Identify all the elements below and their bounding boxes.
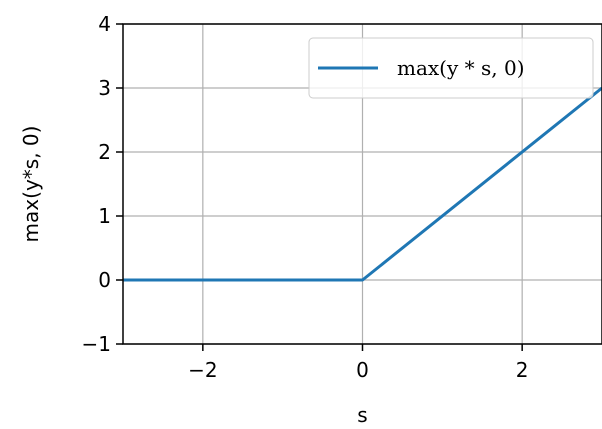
- y-tick-label: 2: [98, 140, 111, 164]
- y-tick-label: 0: [98, 268, 111, 292]
- y-tick-label: 1: [98, 204, 111, 228]
- x-axis-label: s: [357, 403, 367, 427]
- series-line: [123, 86, 602, 282]
- tick-layer: −2 0 2 −1 0 1 2 3 4: [82, 12, 529, 382]
- y-tick-label: 3: [98, 76, 111, 100]
- x-tick-label: −2: [188, 358, 217, 382]
- x-tick-label: 0: [356, 358, 369, 382]
- legend: max(y * s, 0): [308, 37, 594, 99]
- legend-box: [308, 37, 594, 99]
- y-tick-label: −1: [82, 332, 111, 356]
- x-tick-label: 2: [516, 358, 529, 382]
- y-tick-label: 4: [98, 12, 111, 36]
- legend-label: max(y * s, 0): [397, 56, 525, 80]
- series-layer: [123, 86, 602, 282]
- y-axis-label: max(y*s, 0): [19, 126, 43, 243]
